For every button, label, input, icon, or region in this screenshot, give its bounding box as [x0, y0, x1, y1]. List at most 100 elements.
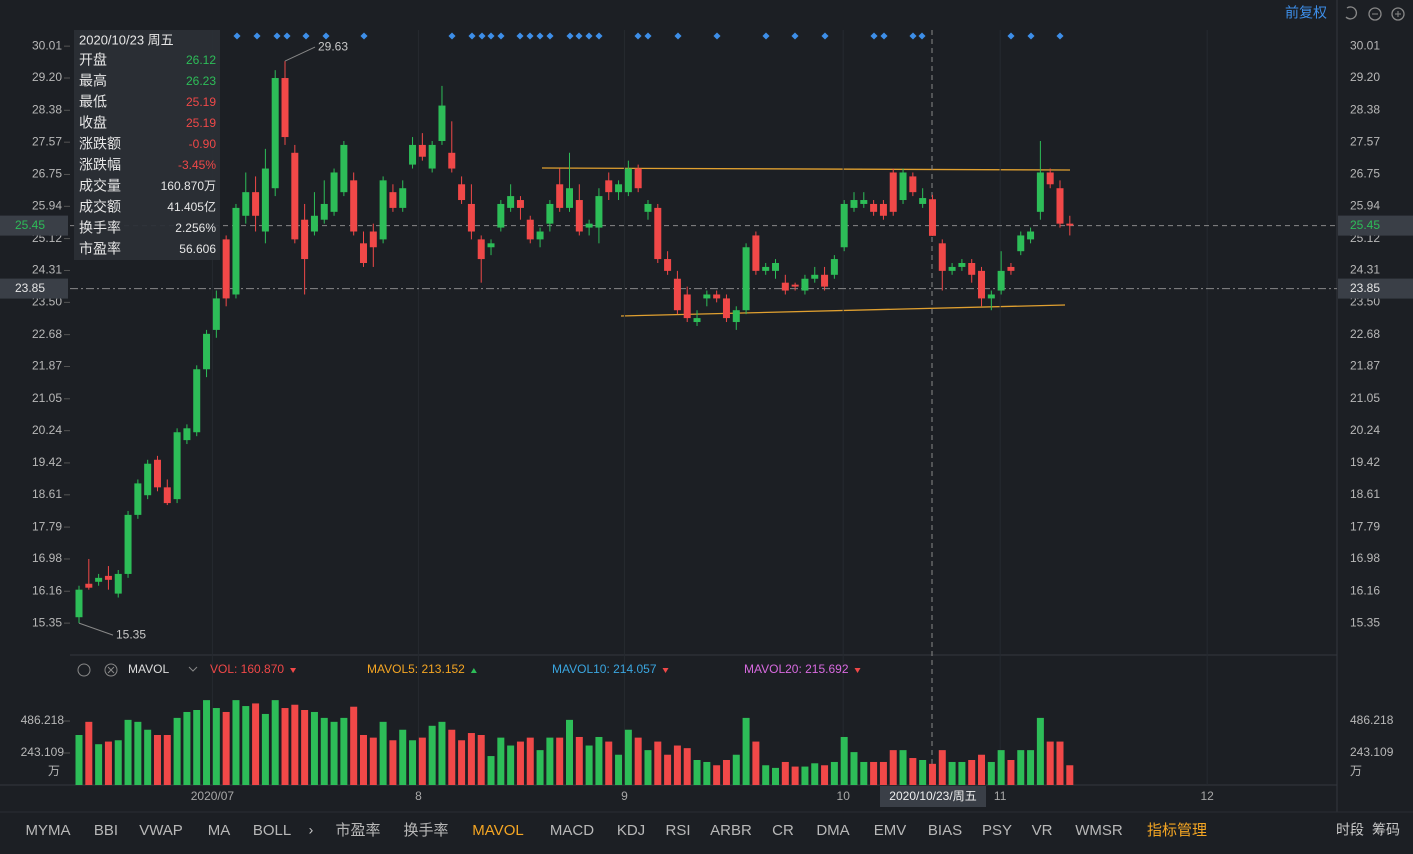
candle-body — [713, 294, 721, 299]
info-value: 26.23 — [186, 74, 216, 88]
indicator-tab[interactable]: MACD — [550, 822, 594, 839]
indicator-tab[interactable]: MA — [208, 822, 231, 839]
volume-bar — [928, 763, 936, 785]
candle-body — [212, 298, 220, 330]
signal-marker — [870, 32, 878, 40]
volume-bar — [546, 737, 554, 785]
zoom-in-icon[interactable] — [1391, 7, 1405, 21]
signal-marker — [302, 32, 310, 40]
candle-body — [1046, 172, 1054, 185]
candle-body — [889, 172, 897, 212]
indicator-tab[interactable]: KDJ — [617, 822, 645, 839]
indicator-tab[interactable]: BOLL — [253, 822, 291, 839]
candle-body — [899, 172, 907, 201]
zoom-out-icon[interactable] — [1368, 7, 1382, 21]
volume-bar — [1046, 741, 1054, 785]
indicator-tab[interactable]: MYMA — [26, 822, 71, 839]
info-value: 2.256% — [175, 221, 216, 235]
close-icon[interactable] — [104, 663, 118, 677]
candle-body — [389, 192, 397, 208]
indicator-tab[interactable]: PSY — [982, 822, 1012, 839]
indicator-tab[interactable]: BIAS — [928, 822, 962, 839]
indicator-tab[interactable]: WMSR — [1075, 822, 1123, 839]
candle-body — [742, 247, 750, 311]
candle-body — [85, 583, 93, 588]
indicator-name[interactable]: MAVOL — [128, 662, 169, 676]
y-tick-label: 25.94 — [1350, 198, 1380, 212]
volume-bar — [899, 750, 907, 785]
indicator-tab[interactable]: MAVOL — [472, 822, 523, 839]
signal-marker — [526, 32, 534, 40]
trend-arrow — [662, 668, 669, 673]
signal-marker — [634, 32, 642, 40]
y-tick-label: 15.35 — [1350, 615, 1380, 629]
adjust-button[interactable]: 前复权 — [1285, 5, 1327, 21]
volume-bar — [595, 736, 603, 785]
candle-body — [791, 284, 799, 287]
volume-bar — [1017, 750, 1025, 785]
candle-body — [222, 239, 230, 299]
candle-body — [1027, 231, 1035, 240]
candle-body — [928, 199, 936, 236]
volume-bar — [693, 760, 701, 785]
indicator-tab[interactable]: ARBR — [710, 822, 752, 839]
volume-bar — [781, 761, 789, 785]
volume-bar — [507, 745, 515, 785]
candle-body — [605, 180, 613, 193]
candle-body — [310, 215, 318, 232]
y-tick-label: 17.79 — [32, 519, 62, 533]
indicator-tab[interactable]: VR — [1032, 822, 1053, 839]
volume-bar — [104, 741, 112, 785]
candle-body — [1056, 188, 1064, 224]
indicator-tab[interactable]: 换手率 — [403, 822, 448, 839]
info-label: 开盘 — [79, 52, 107, 68]
settings-icon[interactable] — [77, 663, 91, 677]
info-label: 换手率 — [79, 220, 121, 236]
candle-body — [487, 243, 495, 248]
volume-unit: 万 — [1350, 764, 1362, 778]
indicator-tab[interactable]: CR — [772, 822, 794, 839]
info-label: 收盘 — [79, 115, 107, 131]
indicator-tab[interactable]: 指标管理 — [1147, 822, 1207, 839]
volume-bar — [448, 729, 456, 785]
crosshair-label: 2020/10/23/周五 — [889, 789, 976, 803]
indicator-tab[interactable]: BBI — [94, 822, 118, 839]
signal-marker — [253, 32, 261, 40]
indicator-tab[interactable]: VWAP — [139, 822, 183, 839]
volume-bar — [605, 741, 613, 785]
volume-bar — [919, 760, 927, 785]
candle-body — [438, 105, 446, 141]
indicator-tab[interactable]: RSI — [665, 822, 690, 839]
x-tick-label: 8 — [415, 789, 422, 803]
candle-body — [428, 144, 436, 169]
y-tick-label: 24.31 — [32, 263, 62, 277]
signal-marker — [233, 32, 241, 40]
more-icon[interactable]: › — [309, 822, 314, 838]
info-value: 25.19 — [186, 95, 216, 109]
info-value: 160.870万 — [161, 179, 216, 193]
signal-marker — [713, 32, 721, 40]
indicator-tab[interactable]: 市盈率 — [335, 822, 380, 839]
indicator-tab[interactable]: DMA — [816, 822, 849, 839]
candle-body — [183, 428, 191, 441]
volume-bar — [95, 744, 103, 785]
y-tick-label: 21.87 — [1350, 359, 1380, 373]
x-tick-label: 12 — [1200, 789, 1214, 803]
y-tick-label: 16.98 — [32, 551, 62, 565]
candle-body — [624, 168, 632, 193]
reset-icon[interactable] — [1345, 6, 1358, 20]
side-tab[interactable]: 筹码 — [1372, 822, 1400, 838]
candle-body — [987, 294, 995, 299]
signal-marker — [273, 32, 281, 40]
side-tab[interactable]: 时段 — [1336, 822, 1364, 838]
volume-bar — [124, 719, 132, 785]
dropdown-icon[interactable] — [188, 666, 198, 672]
volume-bar — [585, 745, 593, 785]
y-tick-label: 18.61 — [32, 487, 62, 501]
indicator-tab[interactable]: EMV — [874, 822, 907, 839]
y-tick-label: 20.24 — [32, 423, 62, 437]
candle-body — [507, 196, 515, 208]
candle-body — [477, 239, 485, 260]
y-tick-label: 17.79 — [1350, 519, 1380, 533]
volume-bar — [978, 754, 986, 785]
